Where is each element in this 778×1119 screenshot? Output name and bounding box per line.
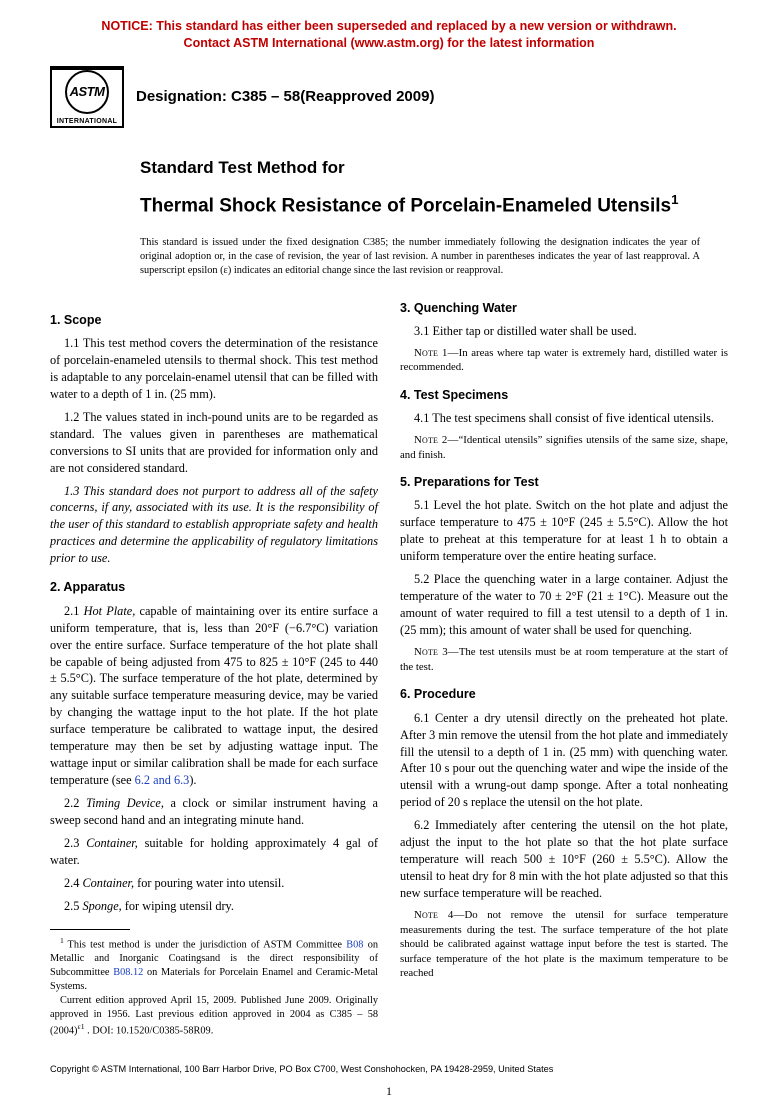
link-b08-12[interactable]: B08.12 bbox=[113, 967, 143, 978]
link-b08[interactable]: B08 bbox=[346, 939, 363, 950]
para-2-5: 2.5 Sponge, for wiping utensil dry. bbox=[50, 898, 378, 915]
para-2-1: 2.1 Hot Plate, capable of maintaining ov… bbox=[50, 603, 378, 790]
column-left: 1. Scope 1.1 This test method covers the… bbox=[50, 300, 378, 1039]
para-1-3: 1.3 This standard does not purport to ad… bbox=[50, 483, 378, 568]
note-2: Note 2—“Identical utensils” signifies ut… bbox=[400, 433, 728, 462]
para-6-2: 6.2 Immediately after centering the uten… bbox=[400, 817, 728, 902]
title-footnote-ref: 1 bbox=[671, 192, 678, 207]
sec6-head: 6. Procedure bbox=[400, 686, 728, 703]
para-3-1: 3.1 Either tap or distilled water shall … bbox=[400, 323, 728, 340]
page-number: 1 bbox=[50, 1084, 728, 1099]
para-5-2: 5.2 Place the quenching water in a large… bbox=[400, 571, 728, 639]
column-right: 3. Quenching Water 3.1 Either tap or dis… bbox=[400, 300, 728, 1039]
issuance-note: This standard is issued under the fixed … bbox=[140, 236, 700, 278]
footnote-2: Current edition approved April 15, 2009.… bbox=[50, 994, 378, 1038]
para-1-1: 1.1 This test method covers the determin… bbox=[50, 335, 378, 403]
sec3-head: 3. Quenching Water bbox=[400, 300, 728, 317]
notice-line1: NOTICE: This standard has either been su… bbox=[101, 19, 676, 33]
para-1-2: 1.2 The values stated in inch-pound unit… bbox=[50, 409, 378, 477]
xref-6-2-6-3[interactable]: 6.2 and 6.3 bbox=[135, 773, 190, 787]
copyright-line: Copyright © ASTM International, 100 Barr… bbox=[50, 1064, 728, 1074]
para-4-1: 4.1 The test specimens shall consist of … bbox=[400, 410, 728, 427]
para-5-1: 5.1 Level the hot plate. Switch on the h… bbox=[400, 497, 728, 565]
body-columns: 1. Scope 1.1 This test method covers the… bbox=[50, 300, 728, 1039]
sec2-head: 2. Apparatus bbox=[50, 579, 378, 596]
title-block: Standard Test Method for Thermal Shock R… bbox=[140, 158, 728, 218]
title-line2: Thermal Shock Resistance of Porcelain-En… bbox=[140, 192, 728, 218]
para-6-1: 6.1 Center a dry utensil directly on the… bbox=[400, 710, 728, 812]
para-2-4: 2.4 Container, for pouring water into ut… bbox=[50, 875, 378, 892]
note-4: Note 4—Do not remove the utensil for sur… bbox=[400, 908, 728, 981]
notice-line2: Contact ASTM International (www.astm.org… bbox=[184, 36, 595, 50]
note-3: Note 3—The test utensils must be at room… bbox=[400, 645, 728, 674]
note-1: Note 1—In areas where tap water is extre… bbox=[400, 346, 728, 375]
title-line1: Standard Test Method for bbox=[140, 158, 728, 178]
sec4-head: 4. Test Specimens bbox=[400, 387, 728, 404]
logo-intl: INTERNATIONAL bbox=[50, 118, 124, 125]
designation: Designation: C385 – 58(Reapproved 2009) bbox=[136, 88, 434, 105]
header-row: ASTM INTERNATIONAL Designation: C385 – 5… bbox=[50, 66, 728, 128]
footnote-rule bbox=[50, 929, 130, 930]
notice-banner: NOTICE: This standard has either been su… bbox=[50, 18, 728, 52]
sec5-head: 5. Preparations for Test bbox=[400, 474, 728, 491]
logo-abbrev: ASTM bbox=[65, 70, 109, 114]
document-page: NOTICE: This standard has either been su… bbox=[0, 0, 778, 1119]
para-2-2: 2.2 Timing Device, a clock or similar in… bbox=[50, 795, 378, 829]
footnote-1: 1 This test method is under the jurisdic… bbox=[50, 936, 378, 994]
astm-logo: ASTM INTERNATIONAL bbox=[50, 66, 124, 128]
para-2-3: 2.3 Container, suitable for holding appr… bbox=[50, 835, 378, 869]
sec1-head: 1. Scope bbox=[50, 312, 378, 329]
